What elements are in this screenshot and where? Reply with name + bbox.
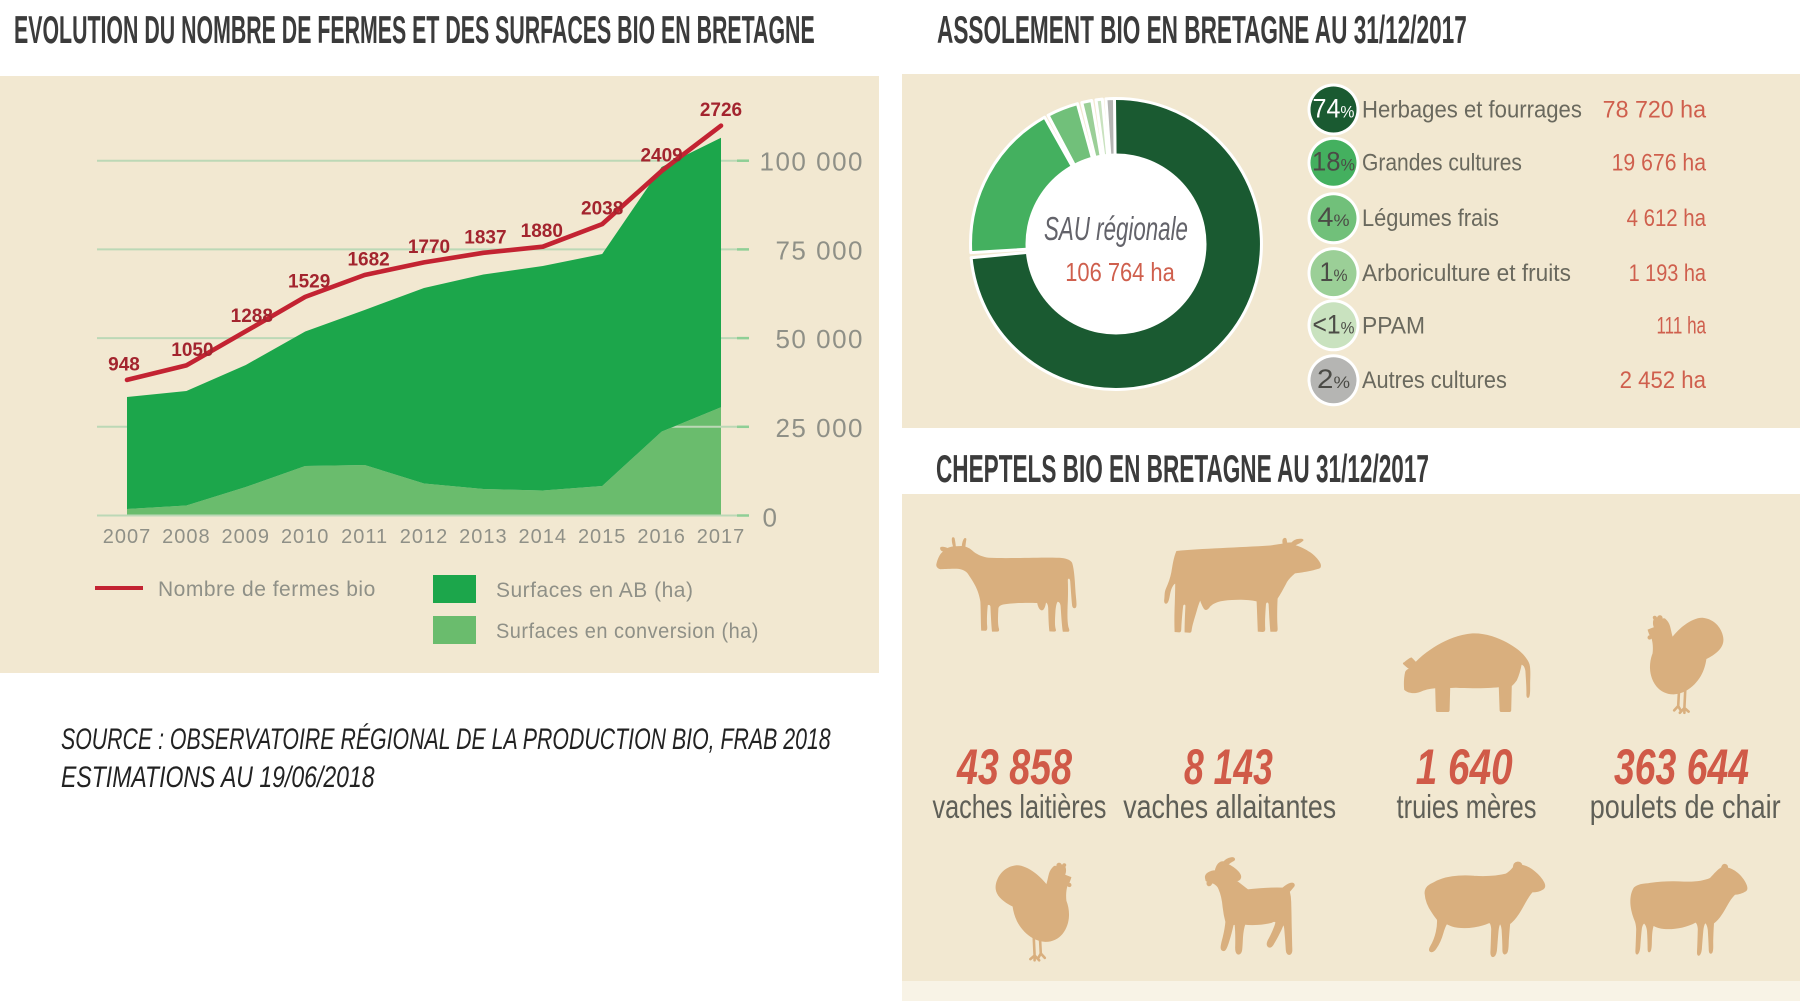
svg-text:2014: 2014 — [519, 526, 568, 548]
svg-text:2011: 2011 — [341, 526, 388, 548]
svg-text:43 858: 43 858 — [956, 740, 1072, 795]
svg-text:2016: 2016 — [637, 526, 686, 548]
svg-text:1 193 ha: 1 193 ha — [1629, 259, 1707, 286]
svg-text:poulets de chair: poulets de chair — [1590, 790, 1781, 826]
svg-text:Nombre de fermes bio: Nombre de fermes bio — [158, 578, 376, 601]
svg-text:2017: 2017 — [697, 526, 746, 548]
svg-text:CHEPTELS BIO EN BRETAGNE AU 31: CHEPTELS BIO EN BRETAGNE AU 31/12/2017 — [936, 447, 1429, 491]
svg-text:1682: 1682 — [347, 250, 389, 271]
svg-text:ASSOLEMENT BIO EN BRETAGNE AU: ASSOLEMENT BIO EN BRETAGNE AU 31/12/2017 — [937, 8, 1467, 52]
svg-text:1050: 1050 — [171, 340, 213, 361]
svg-text:0: 0 — [763, 503, 777, 533]
svg-text:EVOLUTION DU NOMBRE DE FERMES: EVOLUTION DU NOMBRE DE FERMES ET DES SUR… — [14, 8, 815, 51]
svg-text:2012: 2012 — [400, 526, 449, 548]
svg-text:Grandes cultures: Grandes cultures — [1362, 149, 1522, 176]
svg-text:1 640: 1 640 — [1416, 740, 1513, 795]
svg-text:78 720 ha: 78 720 ha — [1603, 97, 1707, 123]
svg-text:1529: 1529 — [288, 271, 330, 292]
svg-text:2409: 2409 — [640, 146, 682, 167]
svg-text:Légumes frais: Légumes frais — [1362, 204, 1499, 231]
svg-text:SOURCE : OBSERVATOIRE RÉGIONAL: SOURCE : OBSERVATOIRE RÉGIONAL DE LA PRO… — [61, 721, 831, 756]
svg-text:2008: 2008 — [162, 526, 211, 548]
svg-text:2 452 ha: 2 452 ha — [1620, 366, 1707, 393]
svg-text:363 644: 363 644 — [1614, 740, 1749, 796]
svg-text:100 000: 100 000 — [760, 147, 864, 177]
svg-text:Herbages et fourrages: Herbages et fourrages — [1362, 96, 1582, 123]
svg-text:Surfaces en AB (ha): Surfaces en AB (ha) — [496, 579, 693, 602]
svg-text:SAU régionale: SAU régionale — [1044, 210, 1188, 247]
svg-text:2726: 2726 — [700, 100, 742, 121]
svg-text:25 000: 25 000 — [775, 413, 864, 443]
svg-text:Autres cultures: Autres cultures — [1362, 366, 1507, 393]
svg-text:2010: 2010 — [281, 526, 330, 548]
svg-text:8 143: 8 143 — [1184, 740, 1273, 795]
svg-text:Arboriculture et fruits: Arboriculture et fruits — [1362, 260, 1571, 287]
svg-text:vaches laitières: vaches laitières — [932, 789, 1106, 826]
svg-text:2013: 2013 — [459, 526, 508, 548]
svg-text:50 000: 50 000 — [775, 324, 864, 354]
svg-text:1880: 1880 — [521, 221, 563, 242]
svg-text:vaches allaitantes: vaches allaitantes — [1123, 789, 1336, 825]
svg-text:2009: 2009 — [222, 526, 271, 548]
svg-text:PPAM: PPAM — [1362, 312, 1425, 339]
svg-text:2015: 2015 — [578, 526, 627, 548]
svg-text:Surfaces en conversion (ha): Surfaces en conversion (ha) — [496, 620, 759, 644]
svg-text:106 764 ha: 106 764 ha — [1065, 258, 1175, 287]
svg-text:111 ha: 111 ha — [1656, 313, 1706, 340]
svg-text:1837: 1837 — [464, 227, 506, 248]
svg-text:948: 948 — [108, 354, 140, 375]
svg-text:4 612 ha: 4 612 ha — [1627, 205, 1707, 232]
svg-text:1288: 1288 — [231, 306, 273, 327]
svg-text:1770: 1770 — [408, 237, 450, 258]
svg-text:truies mères: truies mères — [1397, 789, 1537, 826]
svg-text:ESTIMATIONS AU 19/06/2018: ESTIMATIONS AU 19/06/2018 — [61, 760, 375, 794]
svg-text:2007: 2007 — [103, 526, 152, 548]
svg-text:19 676 ha: 19 676 ha — [1612, 148, 1707, 176]
svg-text:2038: 2038 — [581, 199, 623, 220]
svg-text:75 000: 75 000 — [775, 235, 864, 265]
